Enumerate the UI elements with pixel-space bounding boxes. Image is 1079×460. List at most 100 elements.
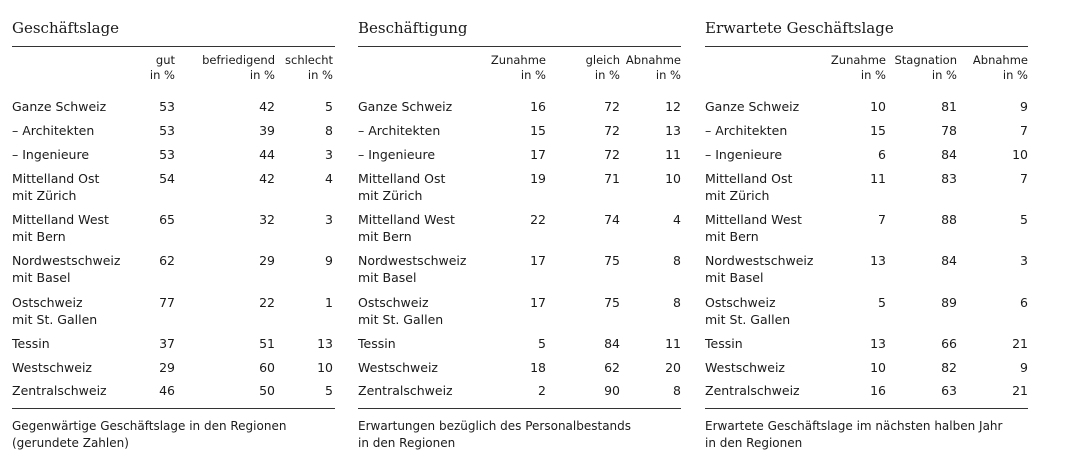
column-header: gleich in % [585, 53, 620, 82]
value-cell: 13 [870, 253, 886, 268]
value-cell: 44 [259, 147, 275, 162]
value-cell: 17 [530, 295, 546, 310]
value-cell: 7 [1020, 171, 1028, 186]
row-label: Westschweiz [12, 360, 92, 375]
value-cell: 6 [878, 147, 886, 162]
value-cell: 71 [604, 171, 620, 186]
value-cell: 53 [159, 123, 175, 138]
value-cell: 17 [530, 147, 546, 162]
value-cell: 29 [259, 253, 275, 268]
row-label: – Ingenieure [12, 147, 90, 162]
table-caption: Gegenwärtige Geschäftslage in den Region… [12, 419, 287, 450]
value-cell: 10 [665, 171, 681, 186]
value-cell: 10 [870, 99, 886, 114]
value-cell: 15 [870, 123, 886, 138]
row-label: Ganze Schweiz [358, 99, 453, 114]
value-cell: 22 [530, 212, 546, 227]
row-label: – Architekten [12, 123, 95, 138]
footer-rule [705, 408, 1028, 409]
table-panel: Erwartete Geschäftslage Zunahme in % Stagn… [705, 0, 1028, 460]
value-cell: 21 [1012, 383, 1028, 398]
value-cell: 39 [259, 123, 275, 138]
value-cell: 62 [604, 360, 620, 375]
value-cell: 2 [538, 383, 546, 398]
row-label: Nordwestschweiz mit Basel [12, 253, 121, 285]
value-cell: 72 [604, 123, 620, 138]
value-cell: 22 [259, 295, 275, 310]
header-rule [12, 46, 335, 47]
value-cell: 66 [941, 336, 957, 351]
row-label: – Architekten [705, 123, 788, 138]
value-cell: 84 [941, 147, 957, 162]
value-cell: 9 [1020, 360, 1028, 375]
value-cell: 13 [870, 336, 886, 351]
value-cell: 21 [1012, 336, 1028, 351]
column-header: befriedigend in % [202, 53, 275, 82]
row-label: Zentralschweiz [12, 383, 107, 398]
row-label: Ostschweiz mit St. Gallen [12, 295, 98, 327]
row-label: Ostschweiz mit St. Gallen [705, 295, 791, 327]
value-cell: 7 [878, 212, 886, 227]
column-header: Zunahme in % [830, 53, 886, 82]
value-cell: 5 [538, 336, 546, 351]
value-cell: 12 [665, 99, 681, 114]
value-cell: 11 [665, 147, 681, 162]
value-cell: 53 [159, 147, 175, 162]
value-cell: 75 [604, 295, 620, 310]
row-label: Mittelland Ost mit Zürich [705, 171, 793, 203]
row-label: Tessin [705, 336, 743, 351]
table-panel: Beschäftigung Zunahme in % gleich in % Abna… [358, 0, 681, 460]
value-cell: 13 [317, 336, 333, 351]
value-cell: 11 [665, 336, 681, 351]
value-cell: 8 [673, 295, 681, 310]
value-cell: 29 [159, 360, 175, 375]
row-label: Mittelland Ost mit Zürich [12, 171, 100, 203]
value-cell: 84 [604, 336, 620, 351]
value-cell: 72 [604, 147, 620, 162]
value-cell: 53 [159, 99, 175, 114]
row-label: Tessin [358, 336, 396, 351]
value-cell: 5 [878, 295, 886, 310]
column-header: Abnahme in % [625, 53, 681, 82]
row-label: Zentralschweiz [705, 383, 800, 398]
row-label: Zentralschweiz [358, 383, 453, 398]
row-label: – Architekten [358, 123, 441, 138]
table-caption: Erwartete Geschäftslage im nächsten halb… [705, 419, 1003, 450]
value-cell: 10 [317, 360, 333, 375]
value-cell: 9 [1020, 99, 1028, 114]
row-label: Tessin [12, 336, 50, 351]
row-label: Nordwestschweiz mit Basel [705, 253, 814, 285]
table-caption: Erwartungen bezüglich des Personalbestan… [358, 419, 632, 450]
value-cell: 90 [604, 383, 620, 398]
row-label: Mittelland West mit Bern [12, 212, 109, 244]
row-label: – Ingenieure [358, 147, 436, 162]
value-cell: 3 [1020, 253, 1028, 268]
panel-title: Geschäftslage [12, 19, 120, 37]
value-cell: 50 [259, 383, 275, 398]
value-cell: 60 [259, 360, 275, 375]
value-cell: 82 [941, 360, 957, 375]
value-cell: 5 [1020, 212, 1028, 227]
panel-title: Beschäftigung [358, 19, 468, 37]
column-header: Abnahme in % [972, 53, 1028, 82]
value-cell: 62 [159, 253, 175, 268]
value-cell: 5 [325, 99, 333, 114]
value-cell: 3 [325, 212, 333, 227]
column-header: schlecht in % [285, 53, 333, 82]
value-cell: 10 [870, 360, 886, 375]
row-label: Westschweiz [705, 360, 785, 375]
value-cell: 4 [325, 171, 333, 186]
value-cell: 72 [604, 99, 620, 114]
header-rule [705, 46, 1028, 47]
value-cell: 17 [530, 253, 546, 268]
value-cell: 8 [325, 123, 333, 138]
column-header: Zunahme in % [490, 53, 546, 82]
row-label: Ostschweiz mit St. Gallen [358, 295, 444, 327]
value-cell: 10 [1012, 147, 1028, 162]
column-header: gut in % [149, 53, 175, 82]
value-cell: 37 [159, 336, 175, 351]
value-cell: 8 [673, 383, 681, 398]
table-panel: Geschäftslage gut in % befriedigend in % sc… [12, 0, 335, 460]
row-label: Westschweiz [358, 360, 438, 375]
value-cell: 6 [1020, 295, 1028, 310]
